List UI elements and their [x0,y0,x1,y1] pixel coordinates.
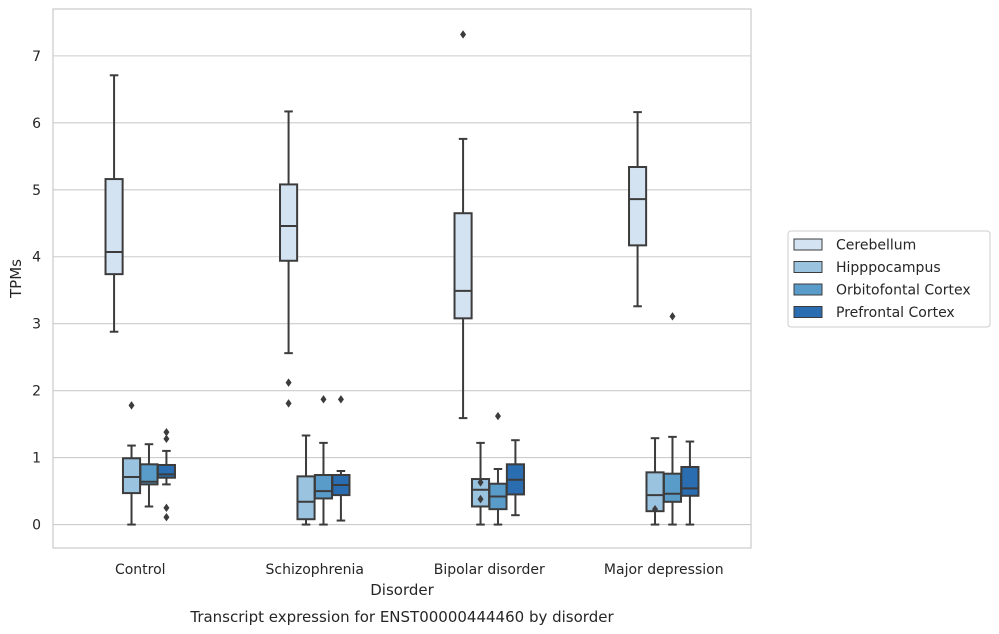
box-iqr [680,465,700,497]
y-tick-label: 1 [32,451,41,467]
outlier-point [652,504,659,514]
x-tick-label: Control [115,562,166,578]
outlier-point [163,513,170,522]
outlier-point [163,503,170,513]
x-axis-ticks: Control Schizophrenia Bipolar disorder Majo… [115,562,724,578]
outlier-point [494,411,501,421]
box-1-0 [121,401,142,526]
outlier-point [163,427,170,437]
box-3-0 [156,427,176,522]
outlier-point [163,434,170,444]
x-axis-label: Disorder [370,581,434,599]
outlier-point [320,395,327,404]
box-iqr [279,183,299,262]
outlier-point [285,399,292,408]
y-tick-label: 6 [32,116,41,132]
box-3-1 [331,395,351,522]
legend-swatch [793,306,823,318]
y-tick-label: 2 [32,384,41,400]
outlier-point [669,312,676,321]
box-plots [104,30,700,526]
y-tick-label: 7 [32,49,41,65]
legend-items: Cerebellum Hipppocampus Orbitofontal Corte… [793,238,971,321]
legend-frame [787,230,991,328]
box-3-2 [505,439,525,517]
legend-swatch [793,261,823,273]
x-tick-label: Bipolar disorder [434,562,545,578]
box-0-1 [279,110,299,408]
y-tick-label: 4 [32,250,41,266]
box-2-0 [139,443,159,508]
x-tick-label: Schizophrenia [266,562,364,578]
legend-label: Orbitofontal Cortex [836,283,971,299]
legend-label: Cerebellum [836,238,916,254]
y-tick-label: 0 [32,518,41,534]
y-tick-label: 5 [32,183,41,199]
outlier-point [128,401,135,410]
y-tick-label: 3 [32,317,41,333]
box-iqr [296,475,316,521]
legend-swatch [793,283,823,296]
outlier-point [285,378,292,387]
outlier-point [460,30,467,39]
gridlines [53,55,751,526]
legend-label: Hipppocampus [836,260,941,276]
box-iqr [104,178,124,276]
box-iqr [156,463,176,479]
chart-title: Transcript expression for ENST0000044446… [189,608,614,626]
box-iqr [453,212,473,320]
box-iqr [628,166,648,247]
box-2-3 [662,312,683,526]
outlier-point [477,478,484,487]
box-1-2 [470,441,491,526]
plot-frame [52,8,752,549]
box-iqr [121,457,142,495]
legend-label: Prefrontal Cortex [836,305,955,321]
box-1-1 [296,434,316,526]
legend-swatch [793,238,823,251]
box-3-3 [680,440,700,526]
box-0-2 [453,30,473,420]
box-iqr [662,472,683,503]
box-2-1 [313,395,334,526]
legend: Cerebellum Hipppocampus Orbitofontal Corte… [787,230,991,328]
y-axis-ticks: 0 1 2 3 4 5 6 7 [32,49,41,534]
y-axis-label: TPMs [7,259,25,299]
box-0-0 [104,74,124,333]
box-2-2 [488,411,508,526]
box-iqr [313,474,334,500]
outlier-point [337,395,344,404]
box-1-3 [645,437,665,526]
outlier-point [477,494,484,504]
x-tick-label: Major depression [604,562,724,578]
box-0-3 [628,111,648,308]
